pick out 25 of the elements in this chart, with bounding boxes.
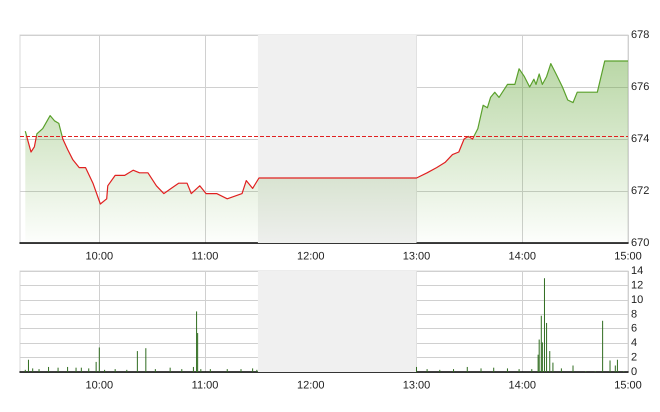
x-tick-label: 12:00 xyxy=(297,380,325,392)
y-tick-label: 674 xyxy=(631,133,650,145)
y-tick-label: 6 xyxy=(631,322,638,335)
x-tick-label: 12:00 xyxy=(297,250,325,262)
x-tick-label: 13:00 xyxy=(402,250,430,262)
x-tick-label: 14:00 xyxy=(508,250,536,262)
y-tick-label: 12 xyxy=(631,279,644,292)
y-tick-label: 4 xyxy=(631,337,638,350)
x-tick-label: 10:00 xyxy=(86,250,114,262)
y-tick-label: 670 xyxy=(631,237,650,249)
x-tick-label: 10:00 xyxy=(86,380,114,392)
x-tick-label: 15:00 xyxy=(614,380,642,392)
y-tick-label: 2 xyxy=(631,352,638,364)
y-tick-label: 8 xyxy=(631,308,638,320)
x-tick-label: 11:00 xyxy=(192,380,218,392)
y-tick-label: 676 xyxy=(631,81,650,93)
x-tick-label: 13:00 xyxy=(402,380,430,392)
y-tick-label: 672 xyxy=(631,185,650,197)
x-tick-label: 15:00 xyxy=(614,250,642,262)
y-tick-label: 0 xyxy=(631,366,638,378)
x-tick-label: 14:00 xyxy=(508,380,536,392)
x-tick-label: 11:00 xyxy=(192,250,218,262)
y-tick-label: 678 xyxy=(631,29,650,41)
y-tick-label: 10 xyxy=(631,294,644,306)
y-tick-label: 14 xyxy=(631,265,644,277)
